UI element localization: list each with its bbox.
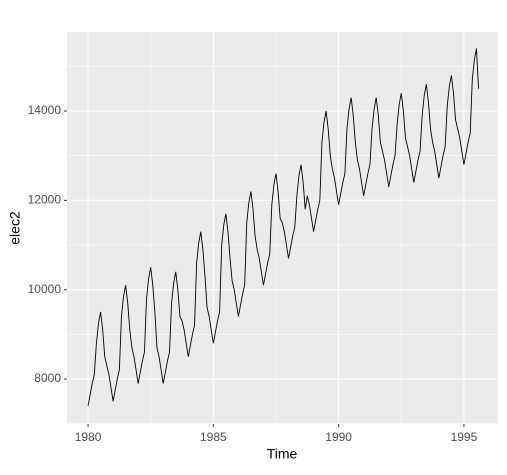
y-tick-label: 8000 [34, 371, 61, 385]
y-tick-label: 14000 [28, 103, 62, 117]
x-tick-label: 1985 [200, 430, 227, 444]
y-axis-title: elec2 [7, 211, 23, 245]
x-tick-label: 1990 [325, 430, 352, 444]
x-axis-title: Time [267, 446, 298, 462]
x-tick-label: 1980 [75, 430, 102, 444]
panel [67, 32, 498, 424]
x-tick-label: 1995 [451, 430, 478, 444]
series-line [87, 48, 479, 406]
y-tick-label: 12000 [28, 193, 62, 207]
y-tick-label: 10000 [28, 282, 62, 296]
